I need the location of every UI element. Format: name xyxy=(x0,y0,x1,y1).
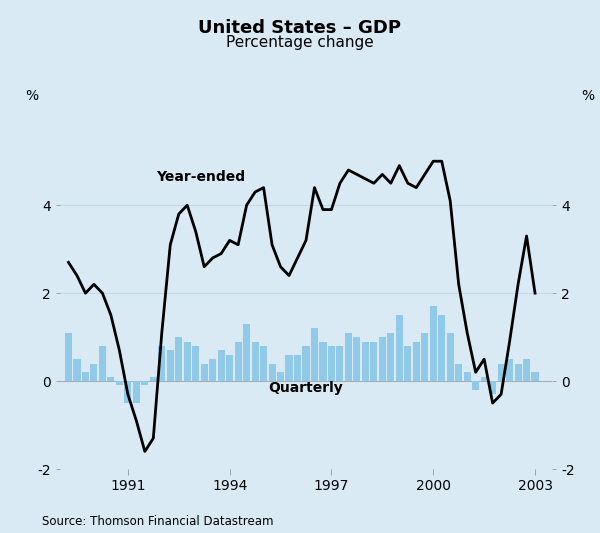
Bar xyxy=(133,381,140,403)
Bar xyxy=(328,346,335,381)
Bar xyxy=(319,342,326,381)
Bar xyxy=(413,342,420,381)
Bar xyxy=(387,333,394,381)
Bar xyxy=(167,350,174,381)
Bar xyxy=(345,333,352,381)
Bar xyxy=(438,315,445,381)
Bar xyxy=(421,333,428,381)
Bar xyxy=(404,346,412,381)
Bar xyxy=(532,372,539,381)
Bar xyxy=(302,346,310,381)
Bar xyxy=(200,364,208,381)
Bar xyxy=(107,377,115,381)
Bar xyxy=(523,359,530,381)
Bar xyxy=(99,346,106,381)
Bar xyxy=(455,364,462,381)
Bar xyxy=(430,306,437,381)
Bar xyxy=(150,377,157,381)
Bar xyxy=(472,381,479,390)
Bar xyxy=(269,364,275,381)
Bar xyxy=(464,372,471,381)
Text: United States – GDP: United States – GDP xyxy=(199,19,401,37)
Bar xyxy=(218,350,225,381)
Bar xyxy=(294,355,301,381)
Bar xyxy=(277,372,284,381)
Bar xyxy=(286,355,293,381)
Bar xyxy=(141,381,148,385)
Bar xyxy=(124,381,131,403)
Text: Source: Thomson Financial Datastream: Source: Thomson Financial Datastream xyxy=(42,515,274,528)
Bar xyxy=(158,346,166,381)
Text: %: % xyxy=(26,89,38,103)
Bar xyxy=(489,381,496,394)
Bar xyxy=(243,324,250,381)
Bar xyxy=(396,315,403,381)
Bar xyxy=(260,346,267,381)
Bar xyxy=(73,359,80,381)
Bar xyxy=(184,342,191,381)
Bar xyxy=(175,337,182,381)
Bar xyxy=(370,342,377,381)
Bar xyxy=(235,342,242,381)
Text: %: % xyxy=(581,89,595,103)
Text: Year-ended: Year-ended xyxy=(156,169,245,183)
Text: Percentage change: Percentage change xyxy=(226,35,374,50)
Bar xyxy=(311,328,318,381)
Bar xyxy=(65,333,72,381)
Bar xyxy=(226,355,233,381)
Text: Quarterly: Quarterly xyxy=(269,381,343,394)
Bar xyxy=(497,364,505,381)
Bar xyxy=(481,377,488,381)
Bar xyxy=(337,346,343,381)
Bar xyxy=(251,342,259,381)
Bar xyxy=(379,337,386,381)
Bar xyxy=(506,359,513,381)
Bar xyxy=(91,364,97,381)
Bar xyxy=(116,381,123,385)
Bar xyxy=(82,372,89,381)
Bar xyxy=(362,342,369,381)
Bar xyxy=(515,364,521,381)
Bar xyxy=(192,346,199,381)
Bar xyxy=(446,333,454,381)
Bar xyxy=(353,337,361,381)
Bar xyxy=(209,359,216,381)
